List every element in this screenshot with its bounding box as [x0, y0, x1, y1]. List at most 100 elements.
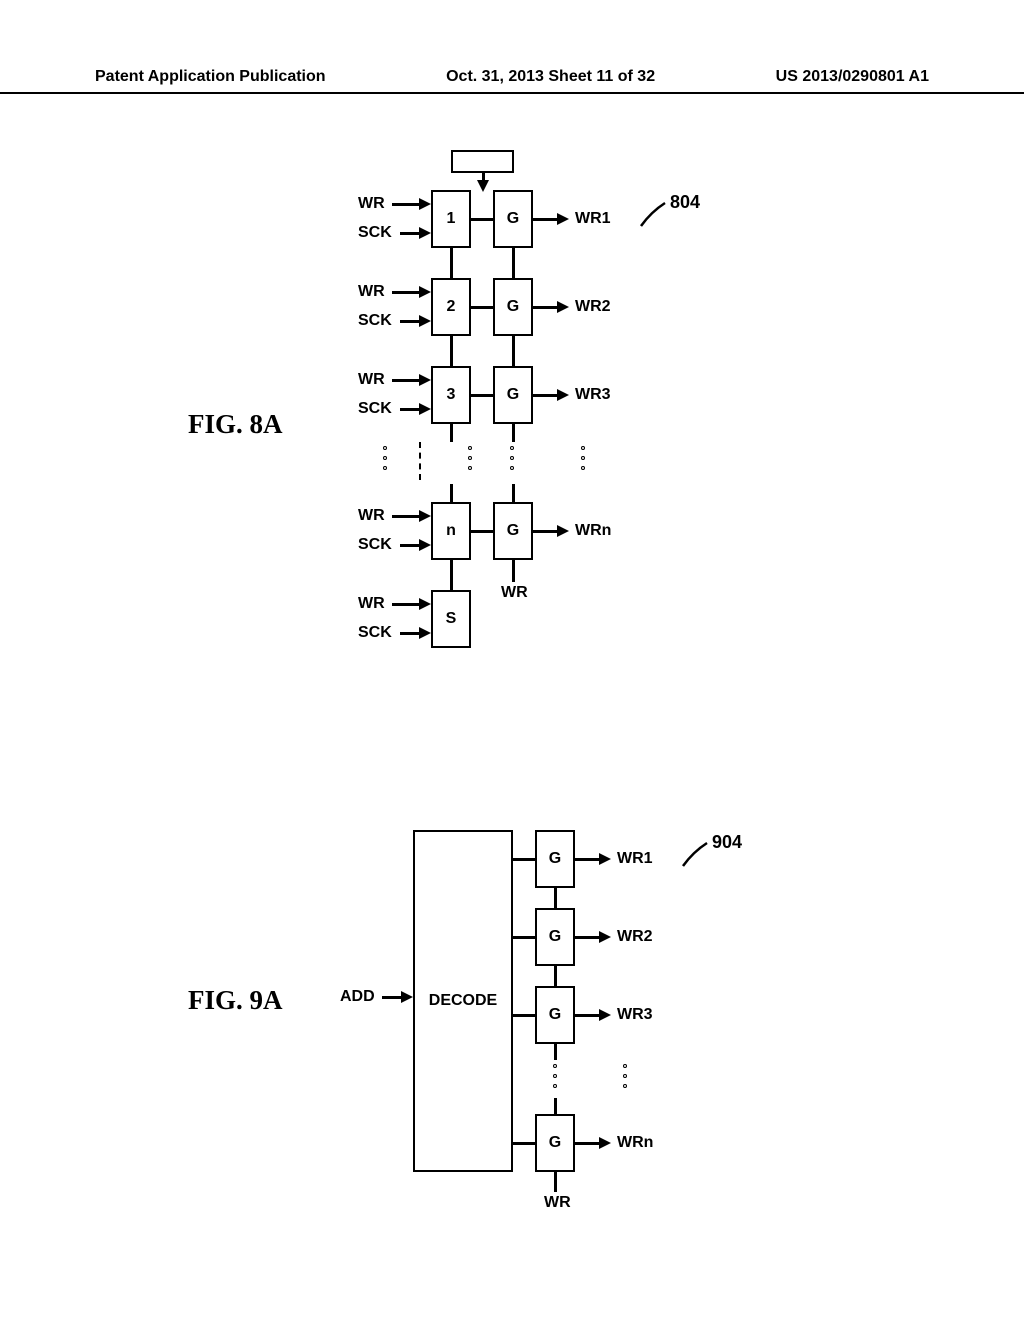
gate-label: G: [507, 522, 519, 540]
output-wrn: WRn: [617, 1134, 653, 1151]
connector: [554, 1044, 557, 1060]
arrow-icon: [599, 1137, 611, 1149]
connector: [471, 306, 493, 309]
output-wr2: WR2: [575, 298, 611, 315]
fig8a-stage-s: S: [431, 590, 471, 648]
connector: [513, 936, 535, 939]
fig8a-diagram: WR SCK 1 G WR1 WR SCK 2 G WR2 WR SCK 3 G…: [358, 150, 758, 750]
label-sck: SCK: [358, 624, 392, 641]
arrow-icon: [419, 598, 431, 610]
gate-label: G: [507, 298, 519, 316]
output-wr2: WR2: [617, 928, 653, 945]
gate-label: G: [549, 850, 561, 868]
vdots-icon: [510, 446, 514, 470]
arrow-icon: [599, 853, 611, 865]
vdots-icon: [553, 1064, 557, 1088]
decode-label: DECODE: [429, 992, 497, 1010]
gate-label: G: [507, 386, 519, 404]
connector: [554, 966, 557, 986]
vdots-icon: [468, 446, 472, 470]
arrow-icon: [557, 301, 569, 313]
dash-connector: [419, 442, 421, 480]
connector: [450, 336, 453, 366]
label-wr: WR: [358, 507, 385, 524]
connector: [554, 1098, 557, 1114]
gate-label: G: [549, 928, 561, 946]
arrow-icon: [557, 389, 569, 401]
label-wr: WR: [358, 195, 385, 212]
ref-curve-icon: [681, 840, 711, 870]
fig8a-gate-1: G: [493, 190, 533, 248]
arrow-icon: [419, 374, 431, 386]
ref-curve-icon: [639, 200, 669, 230]
connector: [512, 560, 515, 582]
label-wr: WR: [358, 371, 385, 388]
page-header: Patent Application Publication Oct. 31, …: [0, 68, 1024, 94]
label-sck: SCK: [358, 224, 392, 241]
arrow-icon: [419, 627, 431, 639]
arrow-icon: [419, 227, 431, 239]
fig8a-label: FIG. 8A: [188, 409, 283, 440]
arrow-icon: [419, 403, 431, 415]
fig8a-top-stub: [451, 150, 514, 173]
arrow-icon: [477, 180, 489, 192]
connector: [512, 484, 515, 502]
connector: [554, 1172, 557, 1192]
header-right: US 2013/0290801 A1: [776, 68, 929, 86]
fig8a-stage-n: n: [431, 502, 471, 560]
fig9a-ref: 904: [712, 832, 742, 852]
connector: [471, 394, 493, 397]
stage-label: n: [446, 522, 456, 540]
fig8a-gate-3: G: [493, 366, 533, 424]
gate-label: G: [549, 1006, 561, 1024]
arrow-icon: [419, 315, 431, 327]
output-wrn: WRn: [575, 522, 611, 539]
connector: [513, 1014, 535, 1017]
label-wr-bottom: WR: [544, 1194, 571, 1211]
fig9a-diagram: ADD DECODE G WR1 G WR2 G WR3 G WRn WR 90…: [340, 830, 760, 1250]
label-wr-bottom: WR: [501, 584, 528, 601]
label-add: ADD: [340, 988, 375, 1005]
connector: [512, 424, 515, 442]
gate-label: G: [507, 210, 519, 228]
fig8a-gate-2: G: [493, 278, 533, 336]
fig8a-stage-3: 3: [431, 366, 471, 424]
connector: [512, 248, 515, 278]
connector: [471, 218, 493, 221]
fig8a-stage-1: 1: [431, 190, 471, 248]
fig9a-decode: DECODE: [413, 830, 513, 1172]
fig8a-stage-2: 2: [431, 278, 471, 336]
connector: [450, 424, 453, 442]
label-sck: SCK: [358, 400, 392, 417]
fig8a-gate-n: G: [493, 502, 533, 560]
header-left: Patent Application Publication: [95, 68, 326, 86]
output-wr1: WR1: [575, 210, 611, 227]
connector: [513, 858, 535, 861]
arrow-icon: [419, 286, 431, 298]
fig9a-gate-n: G: [535, 1114, 575, 1172]
output-wr1: WR1: [617, 850, 653, 867]
output-wr3: WR3: [575, 386, 611, 403]
stage-label: S: [446, 610, 457, 628]
arrow-icon: [419, 198, 431, 210]
arrow-icon: [599, 931, 611, 943]
connector: [512, 336, 515, 366]
fig9a-gate-1: G: [535, 830, 575, 888]
label-sck: SCK: [358, 312, 392, 329]
vdots-icon: [581, 446, 585, 470]
gate-label: G: [549, 1134, 561, 1152]
output-wr3: WR3: [617, 1006, 653, 1023]
arrow-icon: [557, 525, 569, 537]
vdots-icon: [623, 1064, 627, 1088]
stage-label: 1: [447, 210, 456, 228]
connector: [450, 560, 453, 590]
fig9a-label: FIG. 9A: [188, 985, 283, 1016]
connector: [554, 888, 557, 908]
label-wr: WR: [358, 595, 385, 612]
connector: [471, 530, 493, 533]
label-wr: WR: [358, 283, 385, 300]
arrow-icon: [599, 1009, 611, 1021]
fig9a-gate-3: G: [535, 986, 575, 1044]
arrow-icon: [401, 991, 413, 1003]
connector: [450, 248, 453, 278]
